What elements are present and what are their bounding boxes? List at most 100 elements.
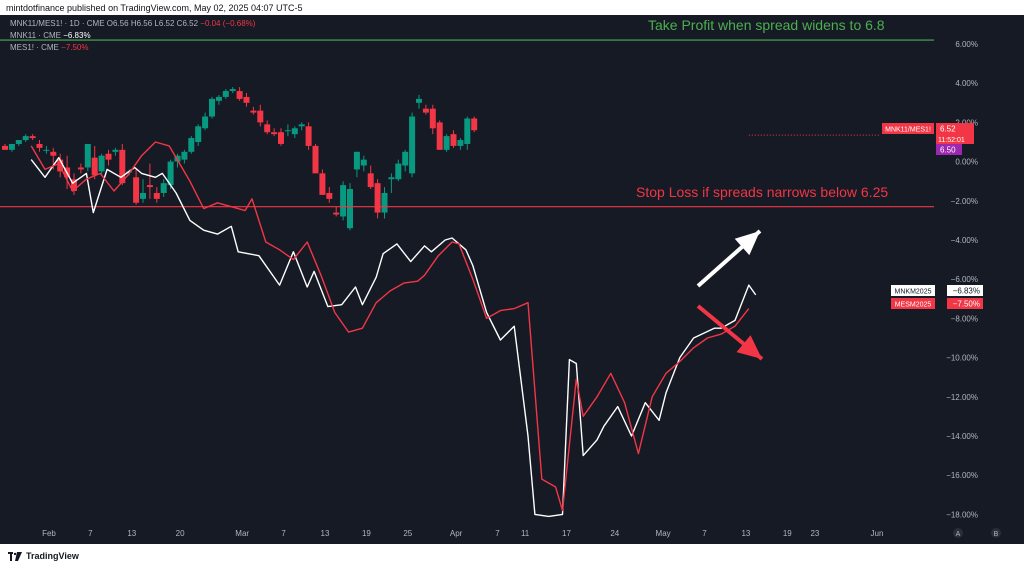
legend-line2-value: −7.50%: [61, 43, 89, 52]
tradingview-logo[interactable]: TradingView: [8, 551, 79, 561]
candle[interactable]: [50, 151, 57, 156]
candle[interactable]: [77, 167, 84, 170]
legend-main[interactable]: MNK11/MES1! · 1D · CME O6.56 H6.56 L6.52…: [10, 19, 255, 28]
candle[interactable]: [284, 130, 291, 132]
candle[interactable]: [140, 192, 146, 199]
candle[interactable]: [381, 192, 388, 213]
candle[interactable]: [340, 185, 347, 217]
candle[interactable]: [222, 91, 229, 97]
spread-alt-label: 6.50: [940, 146, 956, 155]
candle[interactable]: [436, 122, 443, 150]
x-tick-label: 7: [495, 529, 500, 538]
legend-line1[interactable]: MNK11 · CME −6.83%: [10, 31, 91, 40]
published-caption: mintdotfinance published on TradingView.…: [6, 3, 303, 13]
y-tick-label: 2.00%: [955, 118, 978, 127]
candle[interactable]: [91, 157, 98, 176]
candle[interactable]: [209, 98, 215, 117]
candle[interactable]: [229, 89, 236, 92]
candle[interactable]: [146, 185, 153, 188]
candle[interactable]: [298, 124, 305, 127]
candle[interactable]: [195, 126, 202, 142]
candle[interactable]: [8, 143, 15, 150]
candle[interactable]: [105, 153, 112, 160]
candle[interactable]: [202, 116, 209, 129]
candle[interactable]: [409, 116, 416, 174]
legend-line1-symbol: MNK11 · CME: [10, 31, 61, 40]
candle[interactable]: [450, 134, 457, 146]
candle[interactable]: [250, 110, 257, 113]
x-tick-label: May: [656, 529, 671, 538]
candle[interactable]: [119, 149, 126, 184]
candle[interactable]: [464, 118, 471, 144]
auto-scale-button[interactable]: [953, 528, 963, 538]
candle[interactable]: [319, 173, 326, 195]
candle[interactable]: [305, 126, 312, 146]
candle[interactable]: [167, 161, 174, 186]
candle[interactable]: [243, 96, 250, 103]
x-tick-label: 20: [176, 529, 185, 538]
legend-line2-symbol: MES1! · CME: [10, 43, 59, 52]
candle[interactable]: [215, 96, 222, 101]
x-tick-label: 7: [702, 529, 707, 538]
candle[interactable]: [416, 98, 422, 103]
candle[interactable]: [291, 128, 298, 135]
spread-name-badge: [882, 123, 934, 134]
candle[interactable]: [347, 189, 353, 229]
candle[interactable]: [98, 155, 105, 172]
candle[interactable]: [353, 151, 360, 170]
y-tick-label: 6.00%: [955, 40, 978, 49]
candle[interactable]: [457, 140, 464, 146]
candle[interactable]: [15, 140, 22, 144]
series-line-mnkm2025[interactable]: [30, 157, 757, 518]
y-tick-label: 0.00%: [955, 158, 978, 167]
candle[interactable]: [112, 149, 119, 152]
candle[interactable]: [367, 173, 374, 188]
log-scale-button[interactable]: [991, 528, 1001, 538]
bottom-bar: TradingView: [0, 544, 1024, 567]
auto-scale-icon: A: [956, 531, 961, 538]
candle[interactable]: [395, 163, 402, 180]
candle[interactable]: [71, 179, 77, 191]
candle[interactable]: [2, 145, 8, 150]
candle[interactable]: [471, 118, 478, 131]
candle[interactable]: [43, 149, 50, 151]
candle[interactable]: [333, 212, 340, 215]
white-series-value-label: −6.83%: [953, 287, 980, 296]
arrow-up-white[interactable]: [734, 231, 760, 256]
candle[interactable]: [36, 143, 43, 148]
tradingview-mark-icon: [8, 551, 22, 561]
candle[interactable]: [257, 110, 264, 123]
legend-main-open: O6.56: [106, 19, 129, 28]
candle[interactable]: [422, 108, 429, 113]
candle[interactable]: [264, 124, 271, 133]
y-tick-label: −8.00%: [951, 314, 978, 323]
candle[interactable]: [360, 159, 367, 166]
candle[interactable]: [29, 136, 36, 139]
candle[interactable]: [271, 132, 278, 135]
candle[interactable]: [326, 192, 333, 199]
candle[interactable]: [153, 192, 160, 199]
series-line-mesm2025[interactable]: [30, 141, 750, 512]
candle[interactable]: [374, 183, 381, 213]
candle[interactable]: [84, 143, 91, 168]
candle[interactable]: [388, 177, 395, 180]
candle[interactable]: [188, 138, 195, 152]
candle[interactable]: [236, 91, 243, 99]
candle[interactable]: [160, 183, 167, 193]
x-tick-label: Feb: [42, 529, 56, 538]
chart-canvas[interactable]: Take Profit when spread widens to 6.8 Sto…: [0, 15, 1024, 544]
candle[interactable]: [278, 132, 284, 144]
legend-line2[interactable]: MES1! · CME −7.50%: [10, 43, 89, 52]
spread-alt-badge: [936, 144, 962, 155]
candle[interactable]: [402, 151, 409, 166]
candle[interactable]: [429, 108, 436, 129]
candle[interactable]: [443, 136, 450, 150]
x-tick-label: 17: [562, 529, 571, 538]
candle[interactable]: [133, 177, 140, 203]
arrow-down-red[interactable]: [736, 335, 762, 359]
candle[interactable]: [312, 145, 319, 174]
candle[interactable]: [22, 136, 29, 141]
candle[interactable]: [181, 151, 188, 160]
chart-area[interactable]: Take Profit when spread widens to 6.8 Sto…: [0, 15, 1024, 544]
